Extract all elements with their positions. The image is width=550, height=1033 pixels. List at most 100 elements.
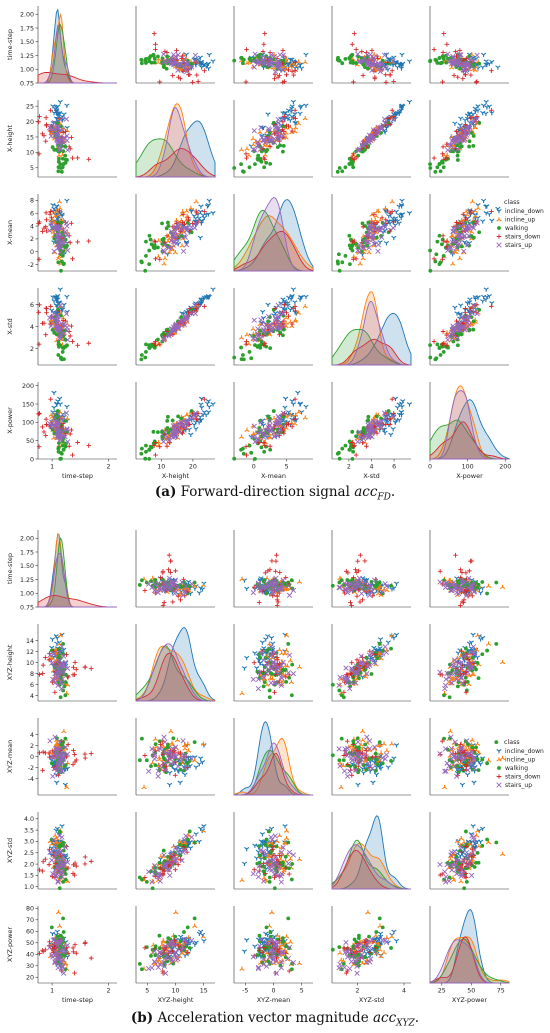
a-point-stairs_up-26 [252, 51, 258, 57]
a-point-incline_down-32 [489, 218, 495, 224]
a-point-walking-4 [59, 169, 64, 174]
a-point-walking-24 [336, 261, 340, 266]
a-point-stairs_up-21 [184, 60, 190, 66]
a-point-walking-27 [351, 60, 355, 65]
a-point-incline_up-10 [450, 261, 456, 266]
a-point-stairs_up-29 [450, 53, 456, 60]
a-point-incline_up-25 [250, 326, 256, 331]
a-point-stairs_up-33 [456, 55, 462, 61]
a-point-walking-13 [347, 233, 352, 238]
a-point-incline_down-12 [64, 404, 70, 410]
b-point-walking-34 [374, 584, 378, 589]
a-point-stairs_up-17 [51, 120, 58, 126]
b-point-stairs_up-9 [268, 680, 274, 686]
a-point-walking-22 [239, 447, 243, 452]
a-point-stairs_down-10 [275, 74, 281, 80]
a-point-incline_down-6 [197, 55, 203, 60]
a-point-stairs_down-2 [289, 68, 295, 74]
a-point-stairs_down-15 [440, 233, 446, 239]
a-point-incline_up-25 [366, 250, 372, 255]
b-point-walking-22 [267, 695, 272, 700]
a-point-stairs_up-34 [183, 69, 190, 75]
a-ytick-label: 100 [22, 420, 34, 427]
a-point-walking-25 [428, 355, 433, 360]
a-point-walking-11 [165, 54, 170, 59]
a-point-incline_down-38 [193, 420, 199, 425]
a-point-walking-27 [56, 159, 61, 164]
a-point-walking-25 [337, 456, 342, 461]
a-point-walking-28 [336, 252, 341, 257]
a-xlabel: time-step [62, 472, 93, 480]
b-point-incline_up-22 [287, 658, 294, 663]
b-point-incline_up-4 [239, 690, 245, 696]
a-point-stairs_down-0 [153, 47, 158, 52]
a-point-stairs_down-4 [40, 424, 45, 430]
a-point-stairs_down-12 [444, 42, 450, 47]
a-point-walking-5 [56, 169, 61, 174]
a-point-incline_down-32 [198, 59, 205, 65]
b-ytick-label: 8 [30, 671, 34, 678]
b-cell-XYZ-height-vs-XYZ-power [429, 624, 509, 702]
a-point-walking-34 [281, 414, 286, 419]
a-point-incline_down-30 [210, 287, 216, 292]
a-point-incline_down-30 [57, 287, 63, 292]
a-point-stairs_down-19 [389, 68, 395, 73]
a-point-incline_up-11 [193, 199, 199, 204]
a-point-stairs_down-0 [70, 339, 75, 344]
a-ylabel: X-height [6, 124, 14, 152]
a-point-walking-25 [428, 166, 433, 170]
a-point-walking-19 [57, 156, 61, 161]
b-point-stairs_down-0 [166, 552, 172, 558]
a-point-walking-19 [152, 60, 157, 65]
a-point-stairs_up-30 [474, 52, 480, 58]
a-ytick-label: 50 [26, 438, 34, 445]
b-point-stairs_down-18 [52, 689, 58, 695]
b-ytick-label: 0.75 [20, 604, 34, 611]
b-point-walking-8 [369, 672, 374, 676]
a-point-walking-34 [281, 144, 286, 148]
b-point-stairs_down-13 [273, 558, 279, 564]
a-point-stairs_up-34 [272, 69, 279, 75]
a-point-walking-34 [471, 327, 476, 332]
a-point-walking-9 [161, 236, 166, 241]
a-point-incline_up-22 [184, 208, 190, 213]
a-point-stairs_up-10 [466, 56, 472, 62]
a-point-stairs_up-27 [173, 60, 179, 66]
a-point-incline_up-11 [389, 199, 395, 204]
a-point-stairs_down-2 [180, 68, 186, 74]
a-point-walking-15 [435, 342, 440, 347]
b-point-walking-2 [267, 688, 272, 693]
a-point-stairs_down-13 [37, 114, 42, 119]
a-point-walking-32 [151, 245, 156, 250]
a-cell-time-step-vs-X-power [428, 6, 509, 85]
a-point-walking-16 [343, 443, 348, 448]
a-point-stairs_up-25 [379, 61, 385, 67]
a-point-incline_up-10 [161, 261, 167, 266]
a-point-walking-7 [63, 153, 68, 158]
a-point-stairs_up-3 [64, 133, 70, 139]
a-xtick-label: 5 [285, 464, 289, 471]
a-point-stairs_up-23 [175, 67, 181, 73]
a-point-walking-1 [471, 134, 476, 138]
a-point-stairs_up-32 [273, 62, 280, 68]
a-point-stairs_down-10 [372, 74, 378, 80]
b-point-stairs_down-8 [277, 570, 283, 575]
a-point-walking-21 [50, 145, 55, 150]
a-point-walking-27 [149, 60, 154, 65]
a-point-incline_down-6 [391, 235, 397, 241]
a-point-stairs_up-28 [450, 58, 456, 64]
a-point-stairs_down-11 [86, 443, 92, 448]
a-point-stairs_down-14 [369, 48, 375, 53]
a-point-stairs_up-33 [259, 55, 265, 61]
a-point-walking-25 [143, 268, 148, 273]
a-point-stairs_up-15 [251, 64, 257, 70]
a-point-walking-4 [335, 169, 340, 174]
b-point-stairs_up-10 [172, 590, 178, 597]
a-point-stairs_down-12 [75, 239, 80, 245]
a-point-stairs_up-14 [57, 117, 64, 123]
a-point-stairs_down-5 [385, 59, 390, 65]
a-point-walking-25 [143, 456, 148, 461]
a-point-stairs_down-14 [69, 427, 74, 433]
a-point-walking-11 [63, 144, 68, 149]
